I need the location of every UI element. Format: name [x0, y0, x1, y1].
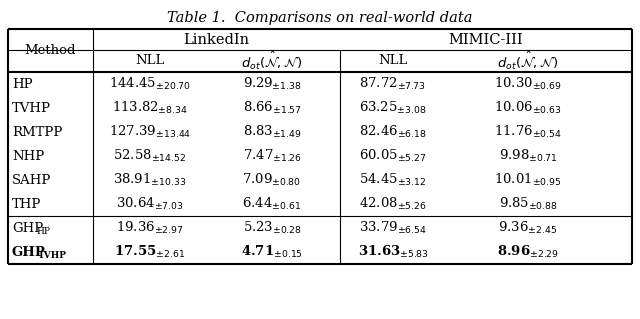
- Text: Table 1.  Comparisons on real-world data: Table 1. Comparisons on real-world data: [167, 11, 473, 25]
- Text: HP: HP: [36, 227, 50, 236]
- Text: 9.98$_{\pm 0.71}$: 9.98$_{\pm 0.71}$: [499, 148, 557, 164]
- Text: 19.36$_{\pm 2.97}$: 19.36$_{\pm 2.97}$: [116, 220, 184, 236]
- Text: 87.72$_{\pm 7.73}$: 87.72$_{\pm 7.73}$: [360, 76, 426, 92]
- Text: GHP: GHP: [12, 221, 44, 234]
- Text: LinkedIn: LinkedIn: [184, 33, 250, 47]
- Text: 113.82$_{\pm 8.34}$: 113.82$_{\pm 8.34}$: [112, 100, 188, 116]
- Text: TVHP: TVHP: [12, 101, 51, 115]
- Text: SAHP: SAHP: [12, 174, 51, 187]
- Text: 31.63$_{\pm 5.83}$: 31.63$_{\pm 5.83}$: [358, 244, 429, 260]
- Text: 82.46$_{\pm 6.18}$: 82.46$_{\pm 6.18}$: [359, 124, 427, 140]
- Text: 42.08$_{\pm 5.26}$: 42.08$_{\pm 5.26}$: [359, 196, 427, 212]
- Text: 7.47$_{\pm 1.26}$: 7.47$_{\pm 1.26}$: [243, 148, 301, 164]
- Text: 8.83$_{\pm 1.49}$: 8.83$_{\pm 1.49}$: [243, 124, 301, 140]
- Text: 9.85$_{\pm 0.88}$: 9.85$_{\pm 0.88}$: [499, 196, 557, 212]
- Text: 6.44$_{\pm 0.61}$: 6.44$_{\pm 0.61}$: [243, 196, 301, 212]
- Text: THP: THP: [12, 197, 42, 211]
- Text: NLL: NLL: [135, 55, 164, 68]
- Text: NHP: NHP: [12, 150, 44, 162]
- Text: 11.76$_{\pm 0.54}$: 11.76$_{\pm 0.54}$: [494, 124, 562, 140]
- Text: GHP: GHP: [12, 246, 46, 258]
- Text: 17.55$_{\pm 2.61}$: 17.55$_{\pm 2.61}$: [115, 244, 186, 260]
- Text: 10.30$_{\pm 0.69}$: 10.30$_{\pm 0.69}$: [494, 76, 562, 92]
- Text: NLL: NLL: [378, 55, 408, 68]
- Text: HP: HP: [12, 78, 33, 91]
- Text: RMTPP: RMTPP: [12, 125, 62, 138]
- Text: MIMIC-III: MIMIC-III: [449, 33, 524, 47]
- Text: 30.64$_{\pm 7.03}$: 30.64$_{\pm 7.03}$: [116, 196, 184, 212]
- Text: 8.96$_{\pm 2.29}$: 8.96$_{\pm 2.29}$: [497, 244, 559, 260]
- Text: 38.91$_{\pm 10.33}$: 38.91$_{\pm 10.33}$: [113, 172, 187, 188]
- Text: 60.05$_{\pm 5.27}$: 60.05$_{\pm 5.27}$: [360, 148, 427, 164]
- Text: TVHP: TVHP: [38, 251, 67, 260]
- Text: 63.25$_{\pm 3.08}$: 63.25$_{\pm 3.08}$: [359, 100, 427, 116]
- Text: 144.45$_{\pm 20.70}$: 144.45$_{\pm 20.70}$: [109, 76, 191, 92]
- Text: $d_{ot}(\hat{\mathcal{N}}, \mathcal{N})$: $d_{ot}(\hat{\mathcal{N}}, \mathcal{N})$: [497, 50, 559, 72]
- Text: 10.01$_{\pm 0.95}$: 10.01$_{\pm 0.95}$: [494, 172, 562, 188]
- Text: 54.45$_{\pm 3.12}$: 54.45$_{\pm 3.12}$: [359, 172, 427, 188]
- Text: 33.79$_{\pm 6.54}$: 33.79$_{\pm 6.54}$: [359, 220, 427, 236]
- Text: 10.06$_{\pm 0.63}$: 10.06$_{\pm 0.63}$: [494, 100, 562, 116]
- Text: 9.36$_{\pm 2.45}$: 9.36$_{\pm 2.45}$: [499, 220, 557, 236]
- Text: 127.39$_{\pm 13.44}$: 127.39$_{\pm 13.44}$: [109, 124, 191, 140]
- Text: 7.09$_{\pm 0.80}$: 7.09$_{\pm 0.80}$: [243, 172, 301, 188]
- Text: 8.66$_{\pm 1.57}$: 8.66$_{\pm 1.57}$: [243, 100, 301, 116]
- Text: $d_{ot}(\hat{\mathcal{N}}, \mathcal{N})$: $d_{ot}(\hat{\mathcal{N}}, \mathcal{N})$: [241, 50, 303, 72]
- Text: 52.58$_{\pm 14.52}$: 52.58$_{\pm 14.52}$: [113, 148, 187, 164]
- Text: 4.71$_{\pm 0.15}$: 4.71$_{\pm 0.15}$: [241, 244, 303, 260]
- Text: 5.23$_{\pm 0.28}$: 5.23$_{\pm 0.28}$: [243, 220, 301, 236]
- Text: Method: Method: [25, 44, 76, 57]
- Text: 9.29$_{\pm 1.38}$: 9.29$_{\pm 1.38}$: [243, 76, 301, 92]
